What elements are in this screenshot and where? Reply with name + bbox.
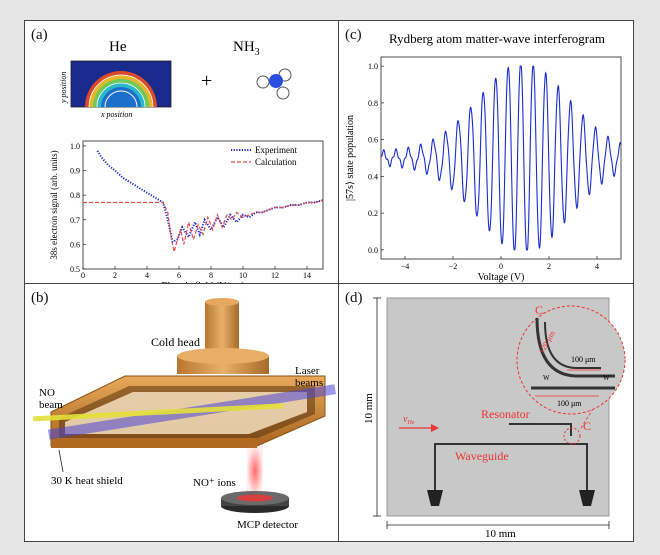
ion-beam <box>247 446 263 496</box>
panel-b: (b) <box>25 284 338 541</box>
panel-c-svg: Rydberg atom matter-wave interferogram −4… <box>345 31 622 283</box>
y-axis-label: 38s electron signal (arb. units) <box>49 150 59 259</box>
he-label: He <box>109 39 127 55</box>
panel-d: (d) 10 mm 10 mm <box>339 284 633 541</box>
y-tick-label: 1.0 <box>70 142 80 151</box>
mcp-detector-icon <box>221 491 289 513</box>
nh3-label: NH3 <box>233 39 260 58</box>
y-tick-label: 0.6 <box>70 240 80 249</box>
laser-beams-label-1: Laser <box>295 365 320 377</box>
x-tick-label: 8 <box>209 271 213 280</box>
nh3-subscript: 3 <box>255 47 260 58</box>
y-tick-label: 0.4 <box>368 172 378 181</box>
velocity-label: vHe <box>403 414 415 426</box>
chart-a: 0 2 4 6 8 10 12 14 0.5 0.6 0.7 0.8 0.9 1.0 Electric fi… <box>49 140 324 283</box>
y-tick-label: 0.2 <box>368 209 378 218</box>
x-tick-label: 10 <box>239 271 247 280</box>
vertical-divider <box>338 21 339 541</box>
chart-a-frame <box>82 140 324 270</box>
x-axis-label: Electric field (V/cm) <box>161 281 244 283</box>
y-axis-label: |57s⟩ state population <box>345 115 356 201</box>
x-tick-label: 4 <box>145 271 149 280</box>
series-line-calculation <box>83 199 324 252</box>
right-pad <box>579 490 595 506</box>
plus-sign: + <box>201 70 212 92</box>
c-label-chip: C <box>583 419 591 433</box>
velocity-subscript: He <box>406 420 414 426</box>
dim-10mm-horizontal: 10 mm <box>485 528 516 540</box>
x-tick-label: 2 <box>113 271 117 280</box>
x-tick-label: 12 <box>271 271 279 280</box>
he-inset <box>70 60 172 108</box>
inset-x-label: x position <box>100 110 132 119</box>
panel-c: (c) Rydberg atom matter-wave interferogr… <box>339 21 633 283</box>
interferogram-line <box>380 65 622 251</box>
cold-head-column <box>177 298 269 374</box>
no-ions-label: NO⁺ ions <box>193 477 236 489</box>
figure: (a) y position x position He + NH3 <box>24 20 634 542</box>
y-tick-label: 1.0 <box>368 62 378 71</box>
legend-label: Experiment <box>255 145 297 155</box>
x-tick-label: 0 <box>81 271 85 280</box>
resonator-label: Resonator <box>481 407 530 421</box>
inset-w-left: W <box>543 374 550 382</box>
waveguide-trace <box>434 423 588 502</box>
x-tick-label: 6 <box>177 271 181 280</box>
no-beam-label-1: NO <box>39 387 55 399</box>
mcp-detector-label: MCP detector <box>237 519 298 531</box>
panel-b-svg: Cold head NO beam Laser beams 30 K heat … <box>33 298 336 531</box>
chart-c-title: Rydberg atom matter-wave interferogram <box>389 31 605 46</box>
dim-10mm-vertical: 10 mm <box>363 393 375 424</box>
inset-y-label: y position <box>59 72 68 104</box>
inset-w-right: W <box>603 374 610 382</box>
left-pad <box>427 490 443 506</box>
y-tick-label: 0.8 <box>368 99 378 108</box>
no-beam-label-2: beam <box>39 399 63 411</box>
laser-beams-label-2: beams <box>295 377 323 389</box>
x-tick-label: 2 <box>547 262 551 271</box>
horizontal-divider <box>25 283 633 284</box>
x-axis-label: Voltage (V) <box>478 272 525 283</box>
cold-head-label: Cold head <box>151 335 200 349</box>
y-tick-label: 0.9 <box>70 167 80 176</box>
heat-shield-label: 30 K heat shield <box>51 475 123 487</box>
legend-label: Calculation <box>255 157 297 167</box>
coupling-circle <box>563 427 581 445</box>
panel-b-label: (b) <box>31 290 49 306</box>
x-tick-label: 0 <box>499 262 503 271</box>
heat-shield-pointer <box>58 449 64 473</box>
x-tick-label: 4 <box>595 262 599 271</box>
y-tick-label: 0.5 <box>70 265 80 274</box>
panel-d-label: (d) <box>345 290 363 306</box>
x-tick-label: −4 <box>401 262 410 271</box>
zoom-inset <box>516 305 626 415</box>
panel-a-label: (a) <box>31 27 48 43</box>
inset-100um-top: 100 μm <box>571 355 596 364</box>
nh3-molecule-icon <box>256 68 292 100</box>
inset-100um-bottom: 100 μm <box>557 399 582 408</box>
y-tick-label: 0.0 <box>368 246 378 255</box>
c-label-inset: C <box>535 303 543 317</box>
no-beam <box>33 403 283 422</box>
panel-c-label: (c) <box>345 27 362 43</box>
x-tick-label: −2 <box>449 262 458 271</box>
chart-c: Rydberg atom matter-wave interferogram −4… <box>345 31 622 283</box>
panel-a: (a) y position x position He + NH3 <box>25 21 338 283</box>
y-tick-label: 0.7 <box>70 216 80 225</box>
panel-d-svg: 10 mm 10 mm 120 μm <box>363 297 626 540</box>
panel-a-svg: y position x position He + NH3 0 2 4 6 8 10 12… <box>49 39 324 283</box>
waveguide-label: Waveguide <box>455 449 509 463</box>
y-tick-label: 0.6 <box>368 136 378 145</box>
x-tick-label: 14 <box>303 271 311 280</box>
y-tick-label: 0.8 <box>70 191 80 200</box>
